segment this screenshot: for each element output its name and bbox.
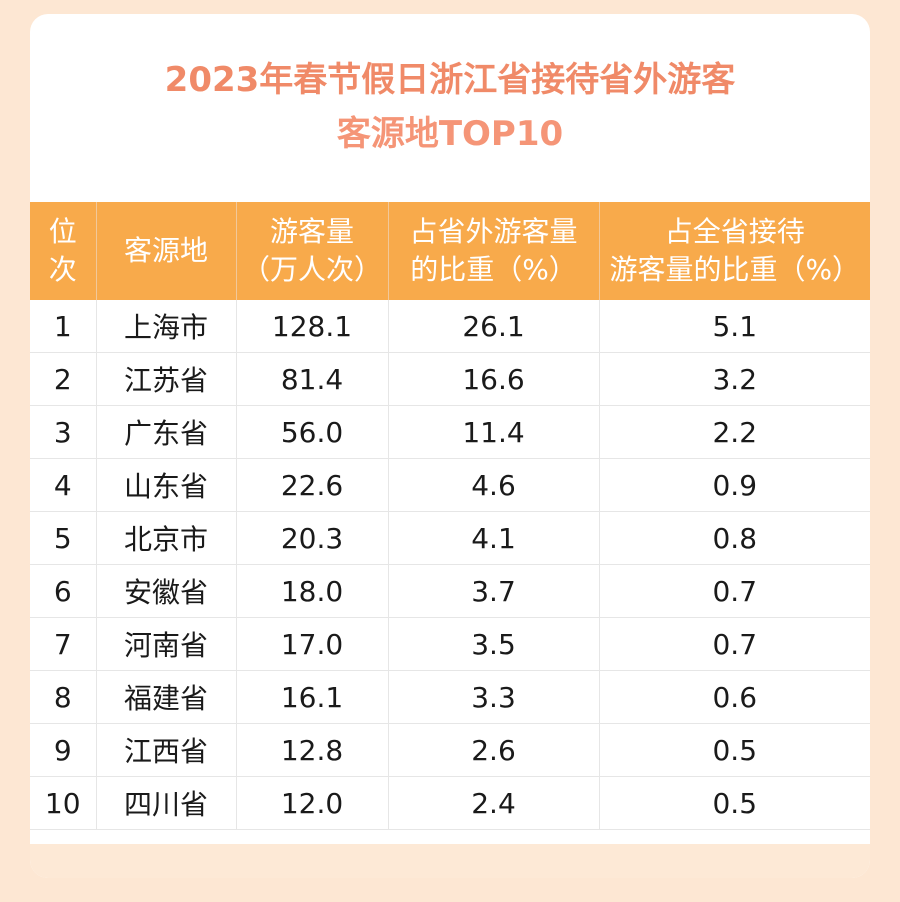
table-cell-rank: 5 xyxy=(30,511,96,565)
table-cell-origin: 河南省 xyxy=(95,617,236,671)
table-cell-origin: 上海市 xyxy=(95,300,236,353)
column-header-share-total: 占全省接待游客量的比重（%） xyxy=(598,202,870,300)
table-cell-visitors: 128.1 xyxy=(235,300,388,353)
table-cell-share-total: 0.9 xyxy=(598,458,870,512)
table-cell-visitors: 81.4 xyxy=(235,352,388,406)
table-cell-share-outside: 4.1 xyxy=(387,511,599,565)
column-header-share-outside: 占省外游客量 的比重（%） xyxy=(387,202,599,300)
table-cell-rank: 8 xyxy=(30,670,96,724)
table-cell-origin: 江苏省 xyxy=(95,352,236,406)
table-cell-origin: 福建省 xyxy=(95,670,236,724)
table-cell-visitors: 16.1 xyxy=(235,670,388,724)
table-cell-visitors: 20.3 xyxy=(235,511,388,565)
table-cell-origin: 广东省 xyxy=(95,405,236,459)
table-cell-rank: 2 xyxy=(30,352,96,406)
table-body: 1 上海市 128.1 26.1 5.1 2 江苏省 81.4 16.6 3.2 3 广东省 56.0 1… xyxy=(30,300,870,830)
table-cell-visitors: 56.0 xyxy=(235,405,388,459)
chart-title-line2: 客源地TOP10 xyxy=(336,114,564,154)
column-header-line: 游客量 xyxy=(269,215,354,248)
table-cell-rank: 1 xyxy=(30,300,96,353)
table-cell-rank: 7 xyxy=(30,617,96,671)
table-cell-visitors: 12.0 xyxy=(235,776,388,830)
column-header-line: 客源地 xyxy=(123,234,208,267)
table-row: 6 安徽省 18.0 3.7 0.7 xyxy=(30,564,870,618)
table-row: 1 上海市 128.1 26.1 5.1 xyxy=(30,300,870,353)
column-header-visitors: 游客量 （万人次） xyxy=(235,202,388,300)
table-card: 2023年春节假日浙江省接待省外游客 客源地TOP10 位次客源地 游客量 （万人次… xyxy=(30,14,870,878)
table-cell-share-total: 0.7 xyxy=(598,617,870,671)
table-cell-share-outside: 3.7 xyxy=(387,564,599,618)
table-cell-share-total: 0.5 xyxy=(598,776,870,830)
table-cell-visitors: 12.8 xyxy=(235,723,388,777)
column-header-line: （万人次） xyxy=(241,253,382,286)
table-cell-share-total: 0.6 xyxy=(598,670,870,724)
table-cell-rank: 6 xyxy=(30,564,96,618)
table-cell-share-total: 5.1 xyxy=(598,300,870,353)
column-header-line: 游客量的比重（%） xyxy=(609,253,861,286)
table-row: 7 河南省 17.0 3.5 0.7 xyxy=(30,617,870,671)
column-header-line: 占全省接待 xyxy=(664,215,805,248)
column-header-line: 的比重（%） xyxy=(410,253,577,286)
chart-title-line1: 2023年春节假日浙江省接待省外游客 xyxy=(164,60,736,100)
table-row: 3 广东省 56.0 11.4 2.2 xyxy=(30,405,870,459)
table-row: 8 福建省 16.1 3.3 0.6 xyxy=(30,670,870,724)
table-row: 4 山东省 22.6 4.6 0.9 xyxy=(30,458,870,512)
column-header-rank: 位次 xyxy=(30,202,96,300)
table-cell-visitors: 18.0 xyxy=(235,564,388,618)
table-cell-origin: 北京市 xyxy=(95,511,236,565)
table-row: 9 江西省 12.8 2.6 0.5 xyxy=(30,723,870,777)
table-row: 2 江苏省 81.4 16.6 3.2 xyxy=(30,352,870,406)
column-header-line: 次 xyxy=(48,253,77,286)
table-cell-rank: 9 xyxy=(30,723,96,777)
table-cell-origin: 江西省 xyxy=(95,723,236,777)
table-cell-share-outside: 4.6 xyxy=(387,458,599,512)
table-cell-share-outside: 11.4 xyxy=(387,405,599,459)
table-cell-origin: 安徽省 xyxy=(95,564,236,618)
table-cell-origin: 山东省 xyxy=(95,458,236,512)
table-cell-rank: 10 xyxy=(30,776,96,830)
column-header-line: 占省外游客量 xyxy=(409,215,578,248)
table-cell-share-outside: 2.6 xyxy=(387,723,599,777)
data-table: 位次客源地 游客量 （万人次） 占省外游客量 的比重（%） 占全省接待 游客量的比重（%） … xyxy=(30,202,870,830)
table-cell-share-total: 0.7 xyxy=(598,564,870,618)
table-cell-share-total: 0.5 xyxy=(598,723,870,777)
table-cell-share-outside: 3.3 xyxy=(387,670,599,724)
table-header-row: 位次客源地 游客量 （万人次） 占省外游客量 的比重（%） 占全省接待 游客量的比重（%） xyxy=(30,202,870,300)
table-cell-share-total: 3.2 xyxy=(598,352,870,406)
table-cell-visitors: 22.6 xyxy=(235,458,388,512)
table-cell-origin: 四川省 xyxy=(95,776,236,830)
column-header-line: 位 xyxy=(48,215,77,248)
table-cell-share-outside: 2.4 xyxy=(387,776,599,830)
card-footer-band xyxy=(30,844,870,878)
table-cell-visitors: 17.0 xyxy=(235,617,388,671)
table-cell-rank: 3 xyxy=(30,405,96,459)
table-row: 5 北京市 20.3 4.1 0.8 xyxy=(30,511,870,565)
table-cell-share-outside: 3.5 xyxy=(387,617,599,671)
column-header-origin: 客源地 xyxy=(95,202,236,300)
table-cell-share-total: 2.2 xyxy=(598,405,870,459)
table-cell-share-outside: 26.1 xyxy=(387,300,599,353)
table-cell-rank: 4 xyxy=(30,458,96,512)
table-cell-share-total: 0.8 xyxy=(598,511,870,565)
table-cell-share-outside: 16.6 xyxy=(387,352,599,406)
table-row: 10 四川省 12.0 2.4 0.5 xyxy=(30,776,870,830)
